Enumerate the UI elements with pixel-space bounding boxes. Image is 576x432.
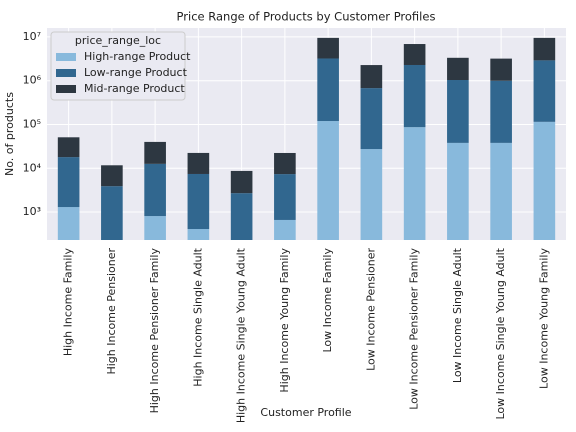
x-tick-label: High Income Single Adult [191,247,204,386]
y-tick-label: 10⁴ [23,161,42,174]
y-tick-label: 10⁷ [23,30,41,43]
bar-segment [101,165,123,187]
y-tick-label: 10³ [23,205,41,218]
x-tick-label: Low Income Family [321,248,334,353]
x-tick-label: High Income Pensioner [105,248,118,375]
bar-segment [230,170,253,194]
chart-title: Price Range of Products by Customer Prof… [177,10,436,24]
legend-label: High-range Product [84,50,191,63]
bar-segment [317,58,339,122]
bar-segment [490,80,512,143]
bar-segment [533,37,556,61]
bar-segment [447,57,469,81]
x-tick-label: Low Income Single Adult [451,247,464,383]
bar-segment [274,174,296,220]
bar-segment [187,152,210,174]
legend-label: Low-range Product [84,66,188,79]
bar-segment [144,141,166,164]
bar-segment [187,229,210,240]
bar-segment [187,173,210,230]
x-tick-label: Low Income Young Family [537,248,550,389]
bar-segment [230,193,253,240]
x-axis-label: Customer Profile [260,406,351,419]
bar-segment [490,142,512,240]
legend-swatch [56,85,76,93]
legend-swatch [56,53,76,61]
bar-segment [403,64,426,128]
bar-segment [317,37,339,59]
bar-segment [360,65,383,89]
x-tick-label: High Income Family [62,248,75,357]
bar-segment [144,216,166,240]
bar-segment [490,58,512,81]
bar-segment [57,207,80,240]
legend-swatch [56,69,76,77]
x-tick-label: High Income Pensioner Family [148,248,161,414]
bar-segment [533,121,556,240]
y-axis-label: No. of products [3,92,16,176]
bar-segment [57,157,80,208]
legend-label: Mid-range Product [84,82,185,95]
legend-box [50,31,186,101]
legend-title: price_range_loc [75,34,161,47]
bar-segment [403,44,426,65]
bar-segment [360,88,383,150]
bar-segment [403,127,426,240]
x-tick-label: High Income Single Young Adult [235,247,248,423]
bar-segment [57,137,80,158]
bar-segment [317,121,339,240]
y-tick-label: 10⁶ [23,74,42,87]
x-tick-label: Low Income Pensioner [364,248,377,371]
bar-segment [274,219,296,240]
bar-segment [101,186,123,240]
x-tick-label: High Income Young Family [278,248,291,393]
bar-segment [144,163,166,217]
x-tick-label: Low Income Pensioner Family [408,248,421,410]
y-tick-label: 10⁵ [23,117,41,130]
bar-segment [447,80,469,143]
x-tick-label: Low Income Single Young Adult [494,247,507,419]
bar-segment [274,152,296,175]
bar-segment [447,142,469,240]
bar-segment [533,60,556,122]
legend: price_range_loc High-range Product Low-ra… [50,31,191,101]
bar-segment [360,149,383,240]
